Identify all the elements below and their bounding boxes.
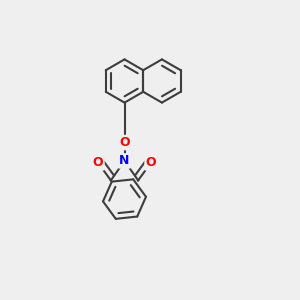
Text: O: O xyxy=(119,136,130,149)
Text: O: O xyxy=(93,156,104,170)
Text: O: O xyxy=(146,156,156,170)
Text: N: N xyxy=(119,154,130,167)
